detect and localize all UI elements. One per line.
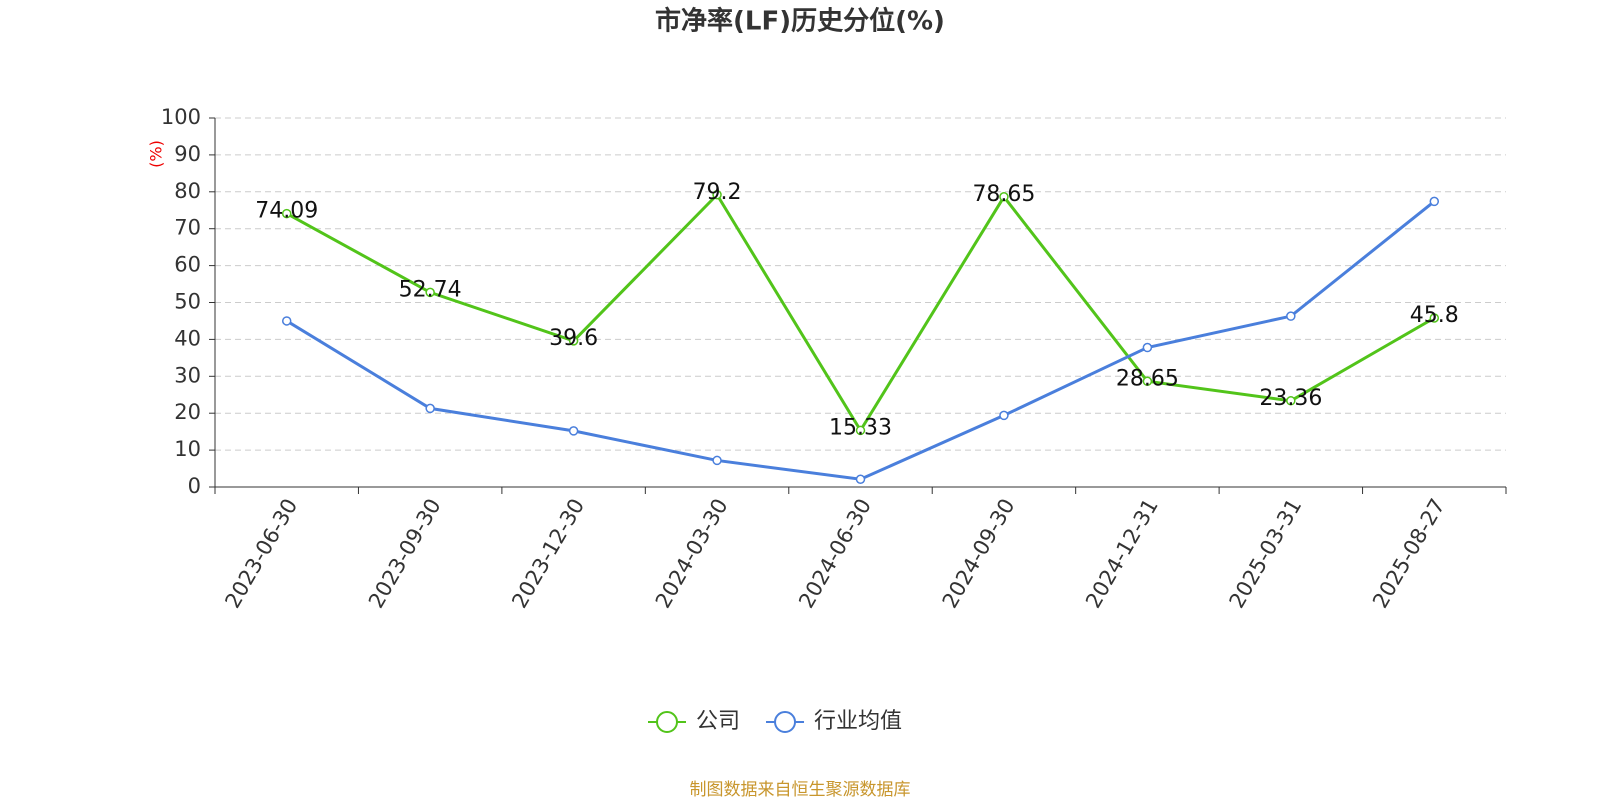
- point: [1142, 342, 1153, 353]
- x-tick-label: 2025-08-27: [1368, 495, 1450, 613]
- y-tick-label: 80: [174, 179, 201, 203]
- point: [281, 208, 292, 219]
- data-label: 74.09: [255, 199, 318, 224]
- point: [1142, 376, 1153, 387]
- point: [1429, 313, 1440, 323]
- point: [712, 455, 722, 466]
- data-label: 45.8: [1410, 303, 1459, 328]
- x-tick-label: 2025-03-31: [1225, 495, 1307, 613]
- y-tick-label: 0: [188, 474, 201, 498]
- point: [281, 316, 292, 326]
- point: [855, 425, 866, 436]
- y-tick-label: 70: [174, 216, 201, 240]
- data-label: 39.6: [549, 326, 598, 351]
- y-tick-label: 10: [174, 437, 201, 461]
- x-tick-label: 2023-12-30: [507, 495, 589, 613]
- point: [1286, 396, 1296, 406]
- y-tick-label: 100: [161, 105, 201, 129]
- x-tick-label: 2023-06-30: [220, 495, 302, 613]
- legend-marker: [774, 711, 797, 733]
- source-note: 制图数据来自恒生聚源数据库: [690, 780, 911, 800]
- x-tick-label: 2024-12-31: [1081, 495, 1163, 613]
- point: [999, 192, 1009, 202]
- legend-marker: [656, 711, 678, 733]
- y-tick-label: 40: [174, 326, 201, 350]
- data-label: 28.65: [1116, 366, 1179, 391]
- point: [568, 336, 579, 346]
- y-tick-label: 50: [174, 290, 201, 314]
- point: [999, 410, 1009, 421]
- point: [568, 426, 579, 436]
- data-label: 15.33: [829, 415, 892, 440]
- x-tick-label: 2024-03-30: [651, 495, 733, 613]
- x-tick-label: 2024-06-30: [794, 495, 876, 613]
- data-label: 23.36: [1259, 386, 1322, 411]
- point: [425, 403, 435, 414]
- point: [712, 190, 722, 200]
- legend-label: 行业均值: [814, 709, 902, 734]
- point: [1286, 311, 1296, 321]
- chart-title: 市净率(LF)历史分位(%): [655, 6, 945, 37]
- point: [1429, 196, 1440, 207]
- data-label: 52.74: [399, 277, 462, 302]
- data-label: 78.65: [972, 182, 1035, 207]
- y-axis-label: (%): [147, 140, 166, 168]
- x-tick-label: 2024-09-30: [938, 495, 1020, 613]
- point: [855, 474, 866, 485]
- data-label: 79.2: [693, 180, 742, 205]
- y-tick-label: 20: [174, 400, 201, 424]
- x-tick-label: 2023-09-30: [364, 495, 446, 613]
- point: [425, 287, 435, 298]
- legend-label: 公司: [696, 709, 740, 734]
- y-tick-label: 30: [174, 363, 201, 387]
- y-tick-label: 60: [174, 253, 201, 277]
- y-tick-label: 90: [174, 142, 201, 166]
